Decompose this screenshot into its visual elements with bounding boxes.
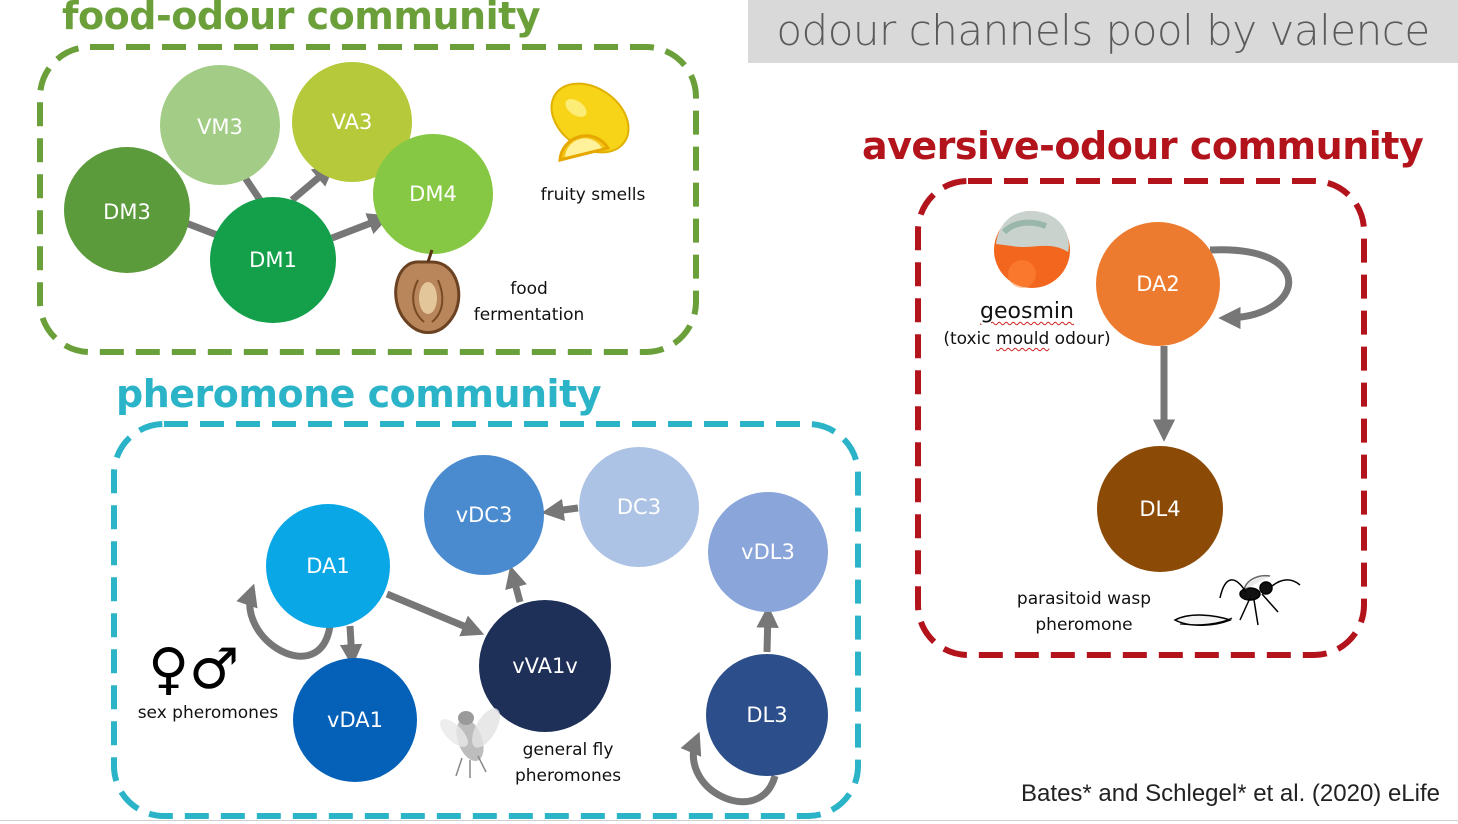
food-community-title: food-odour community (62, 0, 541, 38)
food-fermentation-caption: food fermentation (464, 276, 594, 328)
node-da2-label: DA2 (1136, 272, 1180, 296)
fruity-caption: fruity smells (540, 185, 646, 205)
arrow-da1-vva1v (385, 590, 485, 637)
aversive-community-box (915, 178, 1367, 658)
node-vva1v-label: vVA1v (512, 654, 578, 678)
node-dm4-label: DM4 (409, 182, 457, 206)
general-fly-line-2: pheromones (514, 766, 622, 786)
aversive-community-title: aversive-odour community (862, 124, 1424, 168)
node-vva1v: vVA1v (479, 600, 611, 732)
wasp-icon (1173, 574, 1301, 626)
node-vva1v-circle (479, 600, 611, 732)
node-vdc3: vDC3 (424, 455, 544, 575)
wasp-caption: parasitoid wasp pheromone (1004, 586, 1164, 638)
footer-divider (0, 820, 1458, 821)
arrow-da1-vda1 (339, 625, 363, 667)
geosmin-subtitle: (toxic mould odour) (938, 326, 1116, 352)
slide-title: odour channels pool by valence (776, 6, 1430, 55)
geosmin-sub-part-1: (toxic (943, 329, 997, 349)
geosmin-title: geosmin (938, 298, 1116, 326)
node-vdc3-circle (424, 455, 544, 575)
node-va3-circle (292, 62, 412, 182)
node-da1-label: DA1 (306, 554, 350, 578)
node-dc3-circle (579, 447, 699, 567)
fly-icon (440, 708, 500, 778)
node-dc3-label: DC3 (617, 495, 661, 519)
pheromone-community-box (111, 421, 861, 819)
node-vdl3-circle (708, 492, 828, 612)
node-dm3: DM3 (64, 147, 190, 273)
arrow-dm1-dm4 (330, 213, 391, 242)
arrow-dc3-vdc3 (541, 498, 579, 522)
node-da2-circle (1096, 222, 1220, 346)
food-fermentation-line-1: food (510, 279, 548, 299)
node-dl3-circle (706, 654, 828, 776)
arrow-vva1v-vdc3 (505, 565, 527, 603)
node-dm3-circle (64, 147, 190, 273)
node-va3: VA3 (292, 62, 412, 182)
food-community-box (37, 44, 699, 355)
node-vda1-label: vDA1 (327, 708, 383, 732)
wasp-line-2: pheromone (1035, 615, 1133, 635)
citation: Bates* and Schlegel* et al. (2020) eLife (1021, 780, 1440, 807)
node-vm3-label: VM3 (197, 115, 243, 139)
node-dl3: DL3 (706, 654, 828, 776)
node-dc3: DC3 (579, 447, 699, 567)
node-dl4: DL4 (1097, 446, 1223, 572)
node-da2: DA2 (1096, 222, 1220, 346)
sex-symbols: ♀♂ (148, 637, 240, 702)
node-dm1-label: DM1 (249, 248, 297, 272)
geosmin-word: geosmin (980, 299, 1074, 324)
geosmin-caption: geosmin (toxic mould odour) (938, 298, 1116, 352)
node-dm4: DM4 (373, 134, 493, 254)
arrow-da2-self (1209, 246, 1293, 330)
sex-pheromones-caption: sex pheromones (137, 703, 279, 723)
geosmin-sub-mould: mould (996, 329, 1050, 349)
node-vda1: vDA1 (293, 658, 417, 782)
node-vdl3: vDL3 (708, 492, 828, 612)
node-da1: DA1 (266, 504, 390, 628)
node-dl4-label: DL4 (1139, 497, 1180, 521)
general-fly-caption: general fly pheromones (498, 737, 638, 789)
node-dm4-circle (373, 134, 493, 254)
header-bar: odour channels pool by valence (748, 0, 1458, 63)
node-da1-circle (266, 504, 390, 628)
node-vm3: VM3 (160, 65, 280, 185)
node-vda1-circle (293, 658, 417, 782)
mouldy-orange-icon (994, 210, 1070, 288)
lemon-icon (550, 82, 630, 162)
node-dm1: DM1 (210, 197, 336, 323)
node-vdl3-label: vDL3 (741, 540, 795, 564)
node-dm1-circle (210, 197, 336, 323)
geosmin-sub-part-2: odour) (1049, 329, 1111, 349)
arrow-dl3-self (680, 731, 779, 806)
node-vdc3-label: vDC3 (456, 503, 513, 527)
pheromone-community-title: pheromone community (116, 372, 602, 416)
dried-apple-icon (394, 249, 461, 334)
node-dl3-label: DL3 (746, 703, 787, 727)
general-fly-line-1: general fly (522, 740, 614, 760)
node-dl4-circle (1097, 446, 1223, 572)
arrow-da1-self (236, 583, 334, 660)
node-dm3-label: DM3 (103, 200, 151, 224)
wasp-line-1: parasitoid wasp (1016, 589, 1152, 609)
node-va3-label: VA3 (332, 110, 373, 134)
food-fermentation-line-2: fermentation (473, 305, 585, 325)
node-vm3-circle (160, 65, 280, 185)
arrow-dl3-vdl3 (756, 605, 779, 653)
